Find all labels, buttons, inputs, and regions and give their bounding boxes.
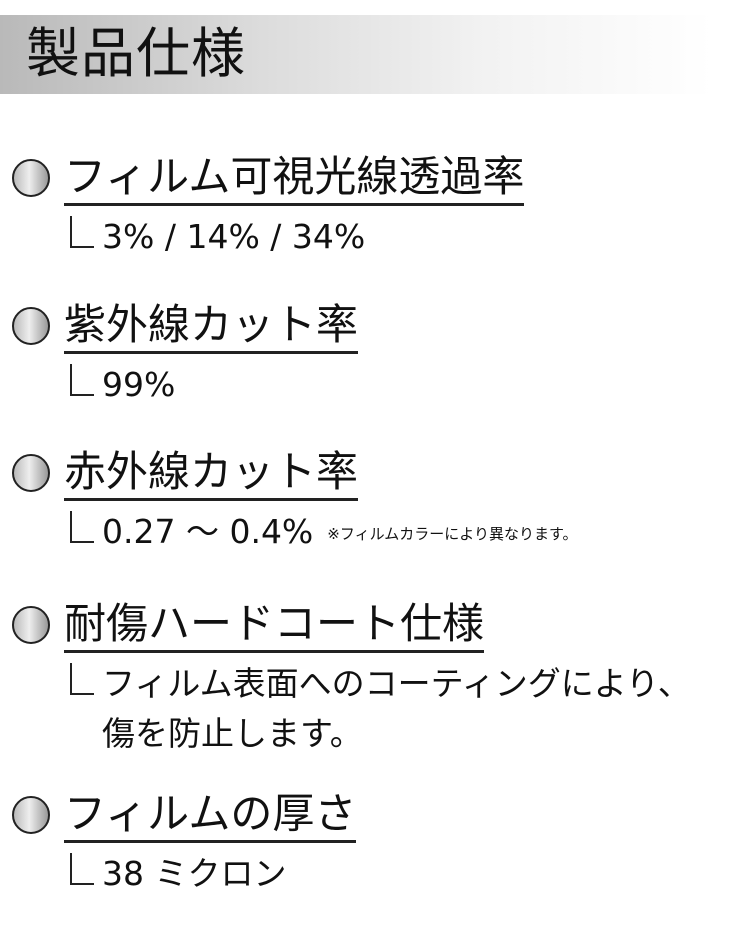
- spec-heading: フィルムの厚さ: [64, 788, 357, 843]
- spec-visible-light: フィルム可視光線透過率 3% / 14% / 34%: [12, 150, 525, 260]
- spec-note: ※フィルムカラーにより異なります。: [327, 524, 578, 543]
- spec-value: 38 ミクロン: [102, 854, 287, 893]
- spec-hard-coat: 耐傷ハードコート仕様 フィルム表面へのコーティングにより、 傷を防止します。: [12, 597, 691, 757]
- spec-value: 0.27 ～ 0.4%: [102, 512, 314, 551]
- corner-bracket-icon: [70, 663, 94, 695]
- spec-value: フィルム表面へのコーティングにより、: [102, 664, 691, 703]
- spec-heading: フィルム可視光線透過率: [64, 151, 525, 206]
- page-title: 製品仕様: [26, 22, 246, 85]
- spec-thickness: フィルムの厚さ 38 ミクロン: [12, 787, 357, 897]
- corner-bracket-icon: [70, 853, 94, 885]
- corner-bracket-icon: [70, 511, 94, 543]
- spec-value-line2: 傷を防止します。: [102, 714, 363, 753]
- bullet-circle-icon: [12, 307, 50, 345]
- spec-value: 3% / 14% / 34%: [102, 217, 366, 256]
- spec-ir-cut: 赤外線カット率 0.27 ～ 0.4% ※フィルムカラーにより異なります。: [12, 445, 577, 557]
- spec-heading: 赤外線カット率: [64, 446, 359, 501]
- spec-heading: 紫外線カット率: [64, 299, 359, 354]
- corner-bracket-icon: [70, 364, 94, 396]
- header-band: [0, 15, 750, 94]
- spec-value: 99%: [102, 365, 176, 404]
- spec-heading: 耐傷ハードコート仕様: [64, 598, 485, 653]
- corner-bracket-icon: [70, 216, 94, 248]
- bullet-circle-icon: [12, 454, 50, 492]
- spec-uv-cut: 紫外線カット率 99%: [12, 298, 359, 408]
- bullet-circle-icon: [12, 159, 50, 197]
- bullet-circle-icon: [12, 796, 50, 834]
- bullet-circle-icon: [12, 606, 50, 644]
